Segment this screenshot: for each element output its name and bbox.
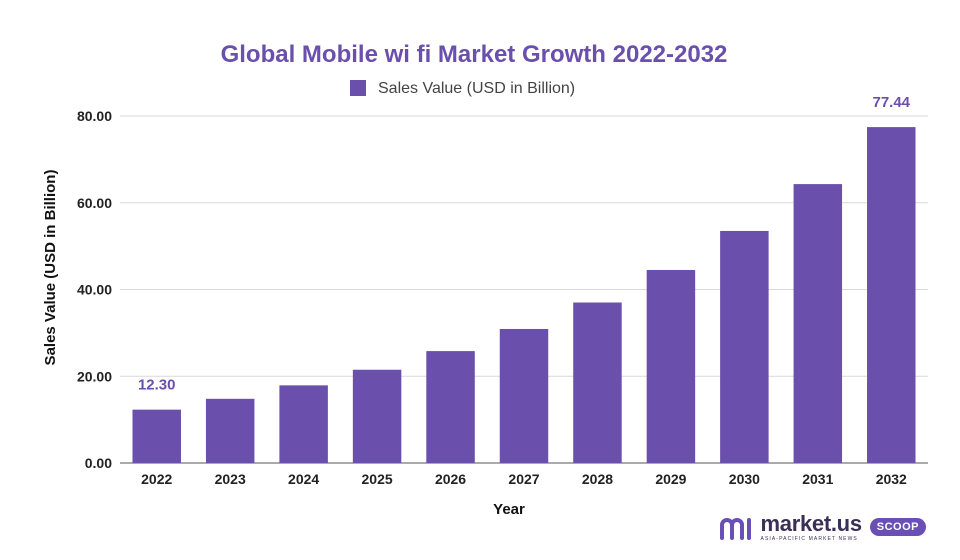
logo-tagline: ASIA-PACIFIC MARKET NEWS <box>760 536 858 542</box>
x-tick-label: 2024 <box>288 471 319 487</box>
bar <box>426 351 475 463</box>
market-us-logo-icon <box>719 517 751 540</box>
logo-brand-text: market.us <box>760 511 863 536</box>
bar <box>646 269 696 463</box>
bar <box>720 230 769 463</box>
bar <box>867 127 916 463</box>
bar <box>573 302 622 463</box>
legend-swatch <box>350 80 366 96</box>
bar <box>205 398 255 463</box>
y-tick-label: 80.00 <box>77 108 112 124</box>
x-tick-label: 2022 <box>141 471 172 487</box>
bar <box>132 409 181 463</box>
market-us-logo: market.us ASIA-PACIFIC MARKET NEWS SCOOP <box>719 513 926 542</box>
y-tick-label: 20.00 <box>77 368 112 384</box>
x-tick-label: 2026 <box>435 471 466 487</box>
y-tick-label: 0.00 <box>85 455 112 471</box>
x-tick-label: 2023 <box>215 471 246 487</box>
data-label: 12.30 <box>138 377 176 394</box>
y-tick-label: 60.00 <box>77 195 112 211</box>
legend-label: Sales Value (USD in Billion) <box>378 80 575 97</box>
x-tick-label: 2028 <box>582 471 613 487</box>
data-label: 77.44 <box>872 94 910 111</box>
x-tick-label: 2031 <box>802 471 833 487</box>
x-tick-label: 2025 <box>362 471 393 487</box>
logo-scoop-badge: SCOOP <box>869 518 926 536</box>
x-axis-title: Year <box>493 501 525 518</box>
x-tick-label: 2029 <box>655 471 686 487</box>
y-axis-title: Sales Value (USD in Billion) <box>42 170 59 366</box>
y-tick-label: 40.00 <box>77 282 112 298</box>
bar <box>793 184 843 463</box>
chart-title: Global Mobile wi fi Market Growth 2022-2… <box>221 41 728 68</box>
x-tick-label: 2030 <box>729 471 760 487</box>
x-tick-label: 2027 <box>508 471 539 487</box>
bar <box>352 369 402 463</box>
bar <box>279 385 328 463</box>
x-tick-label: 2032 <box>876 471 907 487</box>
bar <box>499 328 549 463</box>
